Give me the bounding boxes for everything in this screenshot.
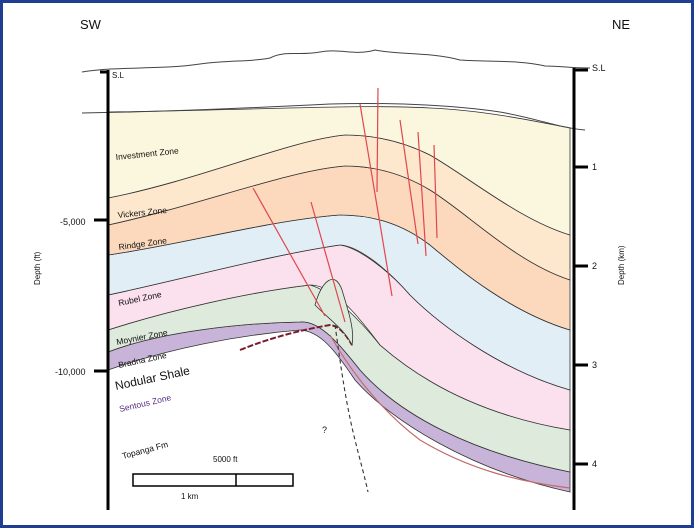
fault-7 (433, 144, 438, 239)
fault-set (252, 87, 438, 323)
scale-bar-top-label: 5000 ft (213, 455, 238, 464)
right-tick-label-3: 3 (592, 360, 597, 370)
fold-core (314, 278, 354, 347)
left-axis-title: Depth (ft) (33, 251, 42, 285)
basal-thrust-band (329, 334, 571, 489)
zone-label-sentous: Sentous Zone (118, 392, 172, 414)
ground-surface (81, 49, 591, 73)
scale-bar (132, 473, 294, 487)
sw-label: SW (80, 17, 102, 32)
fault-3 (359, 103, 393, 297)
ne-label: NE (612, 17, 630, 32)
fault-6 (417, 131, 427, 257)
left-tick-label-5000: -5,000 (60, 217, 86, 227)
top-investment-line (81, 102, 586, 131)
fault-1 (252, 187, 326, 317)
right-axis-title: Depth (km) (617, 245, 626, 285)
fault-5 (399, 119, 419, 245)
basement-fault (334, 324, 369, 493)
fault-query-mark: ? (322, 425, 327, 435)
scale-bar-bottom-label: 1 km (181, 492, 199, 501)
fault-4 (376, 87, 379, 193)
fault-2 (310, 201, 346, 323)
right-tick-label-1: 1 (592, 162, 597, 172)
sl-right-label: S.L (592, 63, 606, 73)
right-tick-label-4: 4 (592, 459, 597, 469)
sl-left-label: S.L (112, 71, 125, 80)
left-tick-label-10000: -10,000 (55, 367, 86, 377)
right-tick-label-2: 2 (592, 261, 597, 271)
investment-zone-layer (107, 106, 571, 236)
